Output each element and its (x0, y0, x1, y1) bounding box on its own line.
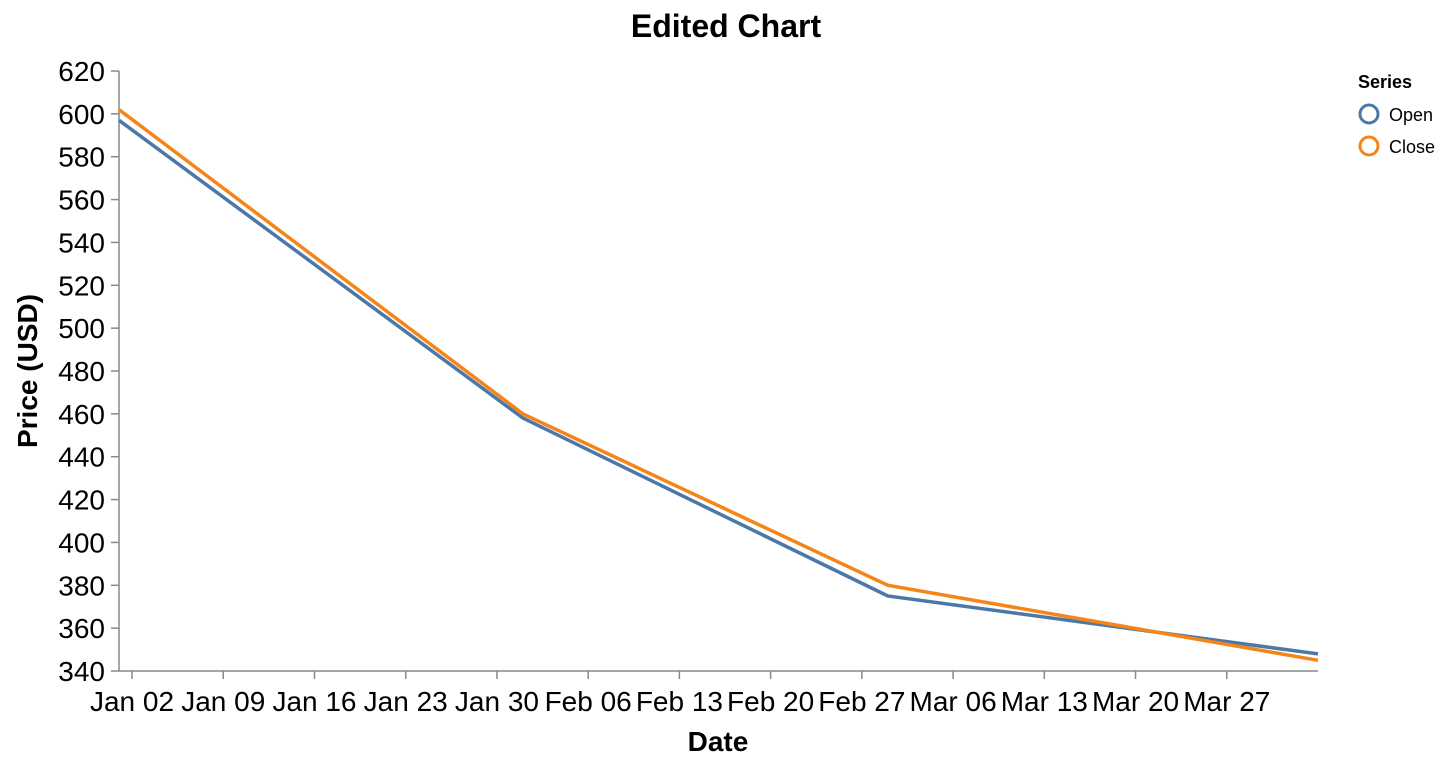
legend-symbol-open (1358, 103, 1380, 125)
legend-items: Open Close (1358, 103, 1435, 157)
y-tick-label: 600 (58, 99, 105, 130)
y-axis-ticks: 340 360 380 400 420 440 460 480 500 520 540 560 580 6… (58, 56, 119, 687)
x-tick-label: Mar 13 (1001, 686, 1088, 717)
x-tick-label: Jan 23 (364, 686, 448, 717)
y-tick-label: 400 (58, 527, 105, 558)
y-tick-label: 380 (58, 570, 105, 601)
y-tick-label: 440 (58, 442, 105, 473)
legend-label-open: Open (1389, 105, 1433, 125)
y-tick-label: 420 (58, 485, 105, 516)
y-tick-label: 560 (58, 185, 105, 216)
x-tick-label: Mar 06 (910, 686, 997, 717)
y-tick-label: 500 (58, 313, 105, 344)
legend-symbol-close (1358, 135, 1380, 157)
plot-area: 340 360 380 400 420 440 460 480 500 520 540 560 580 6… (58, 56, 1319, 717)
y-tick-label: 360 (58, 613, 105, 644)
x-tick-label: Mar 27 (1183, 686, 1270, 717)
y-tick-label: 340 (58, 656, 105, 687)
y-tick-label: 540 (58, 227, 105, 258)
x-tick-label: Jan 30 (455, 686, 539, 717)
legend-label-close: Close (1389, 137, 1435, 157)
y-tick-label: 620 (58, 56, 105, 87)
x-tick-label: Feb 20 (727, 686, 814, 717)
x-tick-label: Jan 02 (90, 686, 174, 717)
chart-title: Edited Chart (631, 8, 822, 44)
x-tick-label: Jan 16 (272, 686, 356, 717)
x-axis-title: Date (688, 726, 749, 757)
y-tick-label: 480 (58, 356, 105, 387)
y-tick-label: 520 (58, 270, 105, 301)
series-line-open (117, 118, 1319, 656)
x-tick-label: Feb 27 (818, 686, 905, 717)
legend: Series Open Close (1358, 72, 1435, 157)
x-tick-label: Jan 09 (181, 686, 265, 717)
x-tick-label: Feb 13 (636, 686, 723, 717)
y-tick-label: 580 (58, 142, 105, 173)
x-tick-label: Feb 06 (545, 686, 632, 717)
y-tick-label: 460 (58, 399, 105, 430)
series-lines (117, 108, 1319, 663)
x-tick-label: Mar 20 (1092, 686, 1179, 717)
y-axis-title: Price (USD) (12, 294, 43, 448)
series-line-close (117, 108, 1319, 663)
x-axis-ticks: Jan 02 Jan 09 Jan 16 Jan 23 Jan 30 Feb 06 Feb … (90, 671, 1270, 717)
legend-title: Series (1358, 72, 1412, 92)
